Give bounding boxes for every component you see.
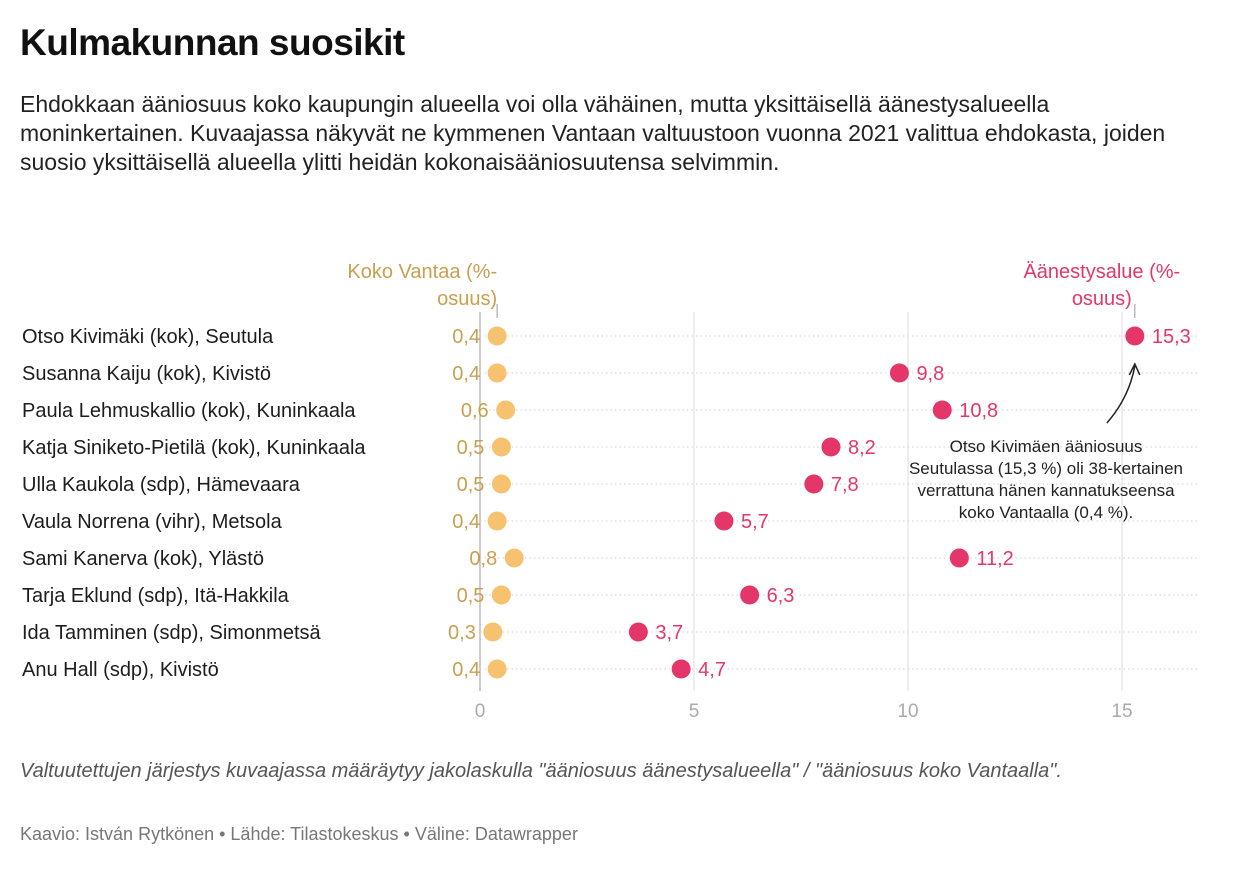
chart-subtitle: Ehdokkaan ääniosuus koko kaupungin aluee… bbox=[20, 91, 1166, 175]
aanestysalue-dot bbox=[628, 622, 648, 642]
row-label: Sami Kanerva (kok), Ylästö bbox=[22, 548, 264, 570]
aanestysalue-value-label: 4,7 bbox=[698, 659, 726, 681]
aanestysalue-value-label: 9,8 bbox=[916, 363, 944, 385]
row-label: Ida Tamminen (sdp), Simonmetsä bbox=[22, 622, 322, 644]
row-label: Anu Hall (sdp), Kivistö bbox=[22, 659, 219, 681]
koko-vantaa-dot bbox=[504, 548, 524, 568]
row-label: Otso Kivimäki (kok), Seutula bbox=[22, 326, 274, 348]
koko-vantaa-dot bbox=[487, 511, 507, 531]
koko-vantaa-value-label: 0,4 bbox=[452, 326, 480, 348]
row-label: Susanna Kaiju (kok), Kivistö bbox=[22, 363, 271, 385]
aanestysalue-value-label: 8,2 bbox=[848, 437, 876, 459]
row-label: Tarja Eklund (sdp), Itä-Hakkila bbox=[22, 585, 290, 607]
koko-vantaa-dot bbox=[491, 474, 511, 494]
koko-vantaa-value-label: 0,5 bbox=[457, 474, 485, 496]
x-tick-label: 5 bbox=[689, 701, 700, 722]
koko-vantaa-dot bbox=[496, 400, 516, 420]
aanestysalue-dot bbox=[1125, 326, 1145, 346]
annotation-text: Otso Kivimäen ääniosuus bbox=[950, 437, 1143, 456]
koko-vantaa-dot bbox=[487, 363, 507, 383]
aanestysalue-value-label: 5,7 bbox=[741, 511, 769, 533]
aanestysalue-dot bbox=[949, 548, 969, 568]
aanestysalue-value-label: 11,2 bbox=[976, 548, 1013, 570]
row-label: Ulla Kaukola (sdp), Hämevaara bbox=[22, 474, 301, 496]
aanestysalue-dot bbox=[740, 585, 760, 605]
aanestysalue-dot bbox=[671, 659, 691, 679]
row-label: Vaula Norrena (vihr), Metsola bbox=[22, 511, 283, 533]
koko-vantaa-dot bbox=[491, 585, 511, 605]
chart-title: Kulmakunnan suosikit bbox=[20, 22, 405, 63]
annotation-text: Seutulassa (15,3 %) oli 38-kertainen bbox=[909, 459, 1183, 478]
koko-vantaa-dot bbox=[491, 437, 511, 457]
aanestysalue-dot bbox=[821, 437, 841, 457]
separator: • bbox=[219, 824, 226, 844]
aanestysalue-value-label: 15,3 bbox=[1152, 326, 1191, 348]
source-line: Kaavio: István Rytkönen • Lähde: Tilastoke… bbox=[20, 824, 578, 845]
koko-vantaa-value-label: 0,5 bbox=[457, 437, 485, 459]
aanestysalue-dot bbox=[932, 400, 952, 420]
aanestysalue-value-label: 3,7 bbox=[655, 622, 683, 644]
separator: • bbox=[403, 824, 410, 844]
annotation-text: koko Vantaalla (0,4 %). bbox=[959, 503, 1134, 522]
tool-text: Väline: Datawrapper bbox=[414, 824, 578, 844]
koko-vantaa-dot bbox=[487, 659, 507, 679]
aanestysalue-dot bbox=[804, 474, 824, 494]
credit-text: Kaavio: István Rytkönen bbox=[20, 824, 215, 844]
dot-chart: 0 5 10 15 Koko Vantaa (%- osuus) Äänestysalue … bbox=[22, 261, 1198, 722]
x-tick-label: 0 bbox=[475, 701, 486, 722]
koko-vantaa-value-label: 0,5 bbox=[457, 585, 485, 607]
aanestysalue-value-label: 7,8 bbox=[831, 474, 859, 496]
annotation-text: verrattuna hänen kannatukseensa bbox=[917, 481, 1175, 500]
source-text: Lähde: Tilastokeskus bbox=[230, 824, 399, 844]
x-tick-label: 15 bbox=[1111, 701, 1132, 722]
legend-aanestysalue: Äänestysalue (%- bbox=[1023, 261, 1180, 283]
koko-vantaa-value-label: 0,6 bbox=[461, 400, 489, 422]
koko-vantaa-value-label: 0,4 bbox=[452, 363, 480, 385]
row-label: Paula Lehmuskallio (kok), Kuninkaala bbox=[22, 400, 356, 422]
koko-vantaa-value-label: 0,4 bbox=[452, 659, 480, 681]
koko-vantaa-value-label: 0,3 bbox=[448, 622, 476, 644]
aanestysalue-value-label: 6,3 bbox=[767, 585, 795, 607]
legend-koko-vantaa: osuus) bbox=[437, 288, 497, 310]
x-tick-label: 10 bbox=[897, 701, 918, 722]
annotation-arrowhead bbox=[1128, 362, 1141, 376]
koko-vantaa-value-label: 0,8 bbox=[469, 548, 497, 570]
aanestysalue-dot bbox=[714, 511, 734, 531]
koko-vantaa-value-label: 0,4 bbox=[452, 511, 480, 533]
koko-vantaa-dot bbox=[487, 326, 507, 346]
annotation-arrow bbox=[1106, 365, 1136, 424]
aanestysalue-dot bbox=[889, 363, 909, 383]
legend-aanestysalue: osuus) bbox=[1072, 288, 1132, 310]
koko-vantaa-dot bbox=[483, 622, 503, 642]
legend-koko-vantaa: Koko Vantaa (%- bbox=[347, 261, 497, 283]
footnote: Valtuutettujen järjestys kuvaajassa määr… bbox=[20, 760, 1062, 782]
aanestysalue-value-label: 10,8 bbox=[959, 400, 998, 422]
row-label: Katja Siniketo-Pietilä (kok), Kuninkaala bbox=[22, 437, 366, 459]
